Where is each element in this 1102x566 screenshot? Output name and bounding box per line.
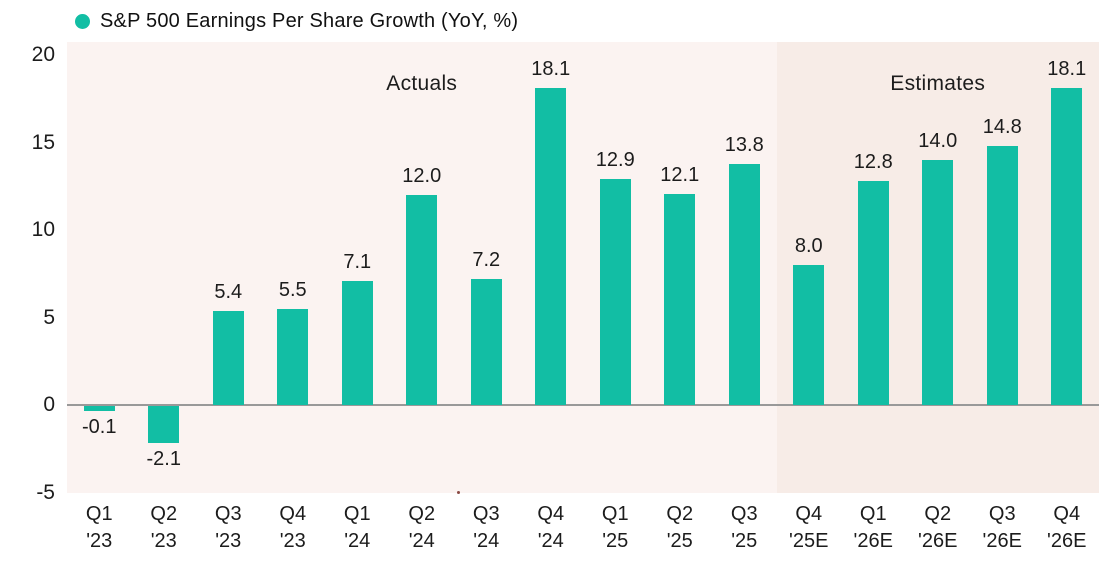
bar <box>857 181 889 406</box>
x-tick-label: Q1 '24 <box>343 503 371 552</box>
x-tick-label: Q2 '26E <box>918 503 958 552</box>
bar-value-label: 8.0 <box>794 235 823 258</box>
bar-value-label: 12.8 <box>853 151 893 174</box>
bar <box>277 309 309 406</box>
bar-value-label: 5.5 <box>278 279 307 302</box>
bar <box>406 195 438 406</box>
bar-value-label: 12.9 <box>595 149 635 172</box>
bar-value-label: 18.1 <box>531 58 571 81</box>
bar-value-label: -2.1 <box>146 448 181 471</box>
section-label-actuals: Actuals <box>386 72 458 95</box>
x-tick-label: Q4 '25E <box>789 503 829 552</box>
x-tick-label: Q3 '24 <box>472 503 500 552</box>
x-tick-label: Q3 '23 <box>214 503 242 552</box>
bar <box>728 163 760 406</box>
y-tick-label: -5 <box>36 481 55 504</box>
x-tick-label: Q2 '25 <box>666 503 694 552</box>
x-tick-label: Q1 '25 <box>601 503 629 552</box>
y-tick-label: 15 <box>31 130 55 154</box>
chart-title: S&P 500 Earnings Per Share Growth (YoY, … <box>100 10 519 32</box>
section-label-estimates: Estimates <box>890 72 986 95</box>
x-axis: Q1 '23 Q2 '23 Q3 '23 Q4 '23 Q1 '24 Q2 '24 Q3 '… <box>67 499 1099 557</box>
bar-value-label: 12.1 <box>660 163 700 186</box>
bar <box>148 406 180 444</box>
bar <box>599 179 631 406</box>
x-tick-label: Q2 '24 <box>408 503 436 552</box>
bar <box>793 265 825 406</box>
bar <box>341 281 373 406</box>
bar-value-label: 14.8 <box>982 116 1022 139</box>
legend: S&P 500 Earnings Per Share Growth (YoY, … <box>75 10 518 33</box>
zero-baseline <box>67 404 1099 407</box>
bar-value-label: 14.0 <box>918 130 958 153</box>
bar-value-label: 5.4 <box>214 280 243 303</box>
y-tick-label: 0 <box>43 393 55 417</box>
bar <box>922 160 954 406</box>
bar-value-label: 7.2 <box>472 249 501 272</box>
x-tick-label: Q4 '26E <box>1047 503 1087 552</box>
bar-value-label: -0.1 <box>82 416 117 439</box>
bar <box>83 406 115 412</box>
bar-value-label: 18.1 <box>1047 58 1087 81</box>
stray-dot-mark <box>457 491 460 494</box>
bar <box>1051 88 1083 406</box>
bar <box>470 279 502 406</box>
bar-value-label: 13.8 <box>724 133 764 156</box>
x-tick-label: Q4 '24 <box>537 503 565 552</box>
x-tick-label: Q2 '23 <box>150 503 178 552</box>
bar-value-label: 7.1 <box>343 251 372 274</box>
x-tick-label: Q4 '23 <box>279 503 307 552</box>
bar <box>535 88 567 406</box>
plot-area: Actuals Estimates -0.1 -2.1 5.4 5.5 7.1 12.0 7.2… <box>67 42 1099 493</box>
x-tick-label: Q3 '26E <box>982 503 1022 552</box>
bar-value-label: 12.0 <box>402 165 442 188</box>
bar <box>664 193 696 406</box>
bar <box>986 146 1018 406</box>
x-tick-label: Q1 '23 <box>85 503 113 552</box>
y-tick-label: 20 <box>31 43 55 67</box>
bar <box>212 310 244 406</box>
y-tick-label: 5 <box>43 305 55 329</box>
x-tick-label: Q3 '25 <box>730 503 758 552</box>
x-tick-label: Q1 '26E <box>853 503 893 552</box>
legend-marker-icon <box>75 14 90 29</box>
y-tick-label: 10 <box>31 218 55 242</box>
